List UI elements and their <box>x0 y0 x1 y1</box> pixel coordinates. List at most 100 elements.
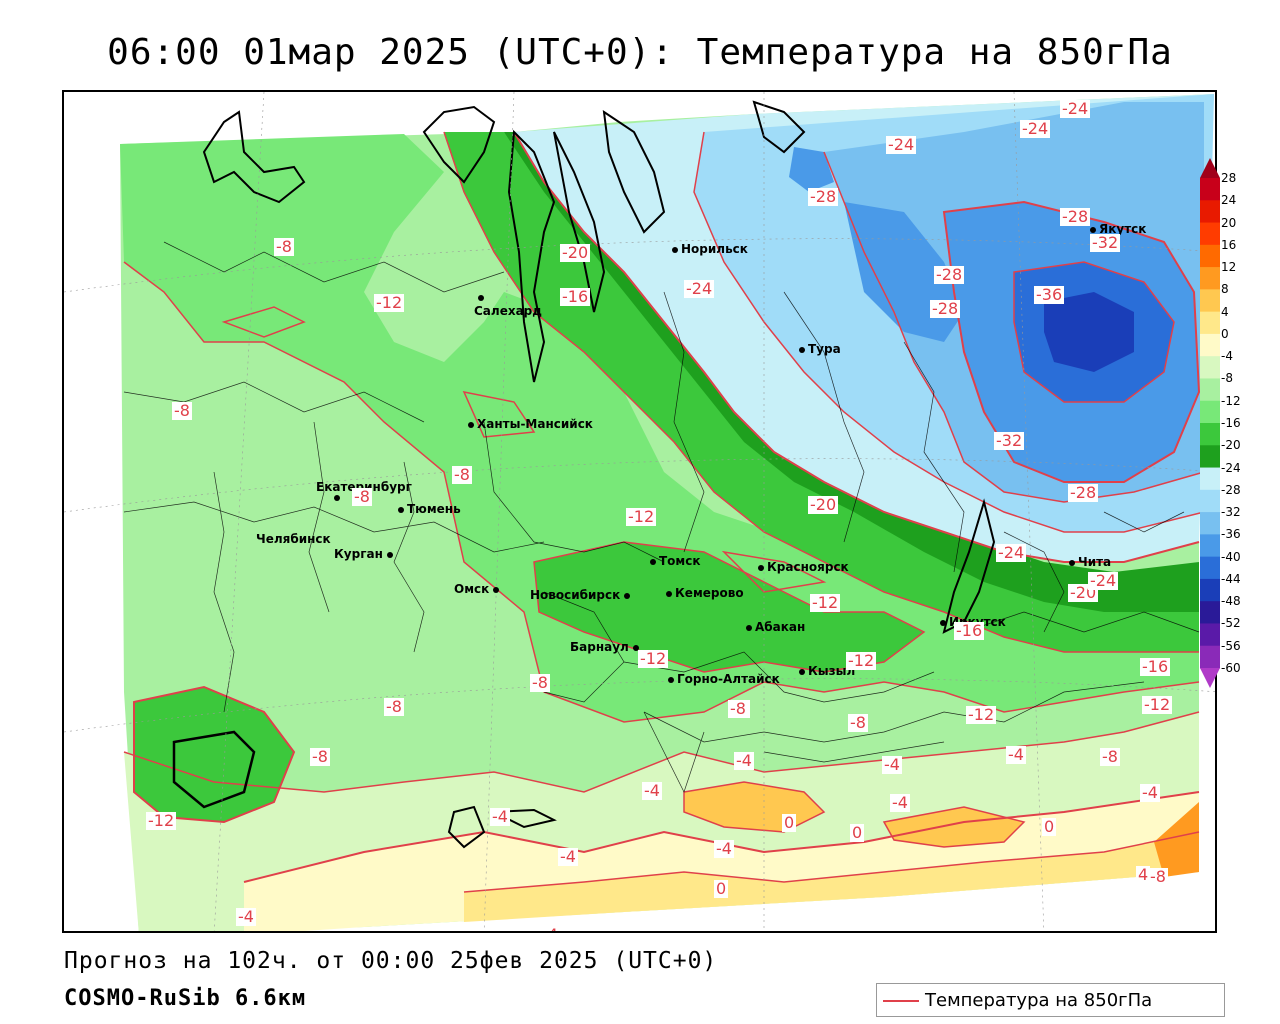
colorbar-swatch <box>1200 623 1220 647</box>
contour-label: -12 <box>846 651 877 670</box>
colorbar-swatch <box>1200 512 1220 535</box>
contour-label: -8 <box>452 465 472 484</box>
colorbar-tick-label: -24 <box>1221 460 1241 475</box>
colorbar-swatch <box>1200 333 1220 357</box>
city-label: Тюмень <box>398 502 461 516</box>
colorbar-tick-label: 28 <box>1221 171 1237 185</box>
contour-label: 0 <box>782 813 797 832</box>
contour-label: -8 <box>310 747 330 766</box>
contour-label: -24 <box>1020 119 1051 138</box>
contour-label: -16 <box>560 287 591 306</box>
contour-label: -28 <box>808 187 839 206</box>
colorbar-swatch <box>1200 200 1220 224</box>
contour-label: -4 <box>882 755 902 774</box>
city-label: Красноярск <box>758 560 849 574</box>
city-label: Тура <box>799 342 841 356</box>
contour-label: -4 <box>890 793 910 812</box>
contour-label: -12 <box>626 507 657 526</box>
contour-label: -24 <box>684 279 715 298</box>
contour-label: -8 <box>848 713 868 732</box>
city-label: Норильск <box>672 242 748 256</box>
contour-label: 4 <box>1136 865 1151 884</box>
colorbar-tick-label: 4 <box>1221 304 1229 319</box>
colorbar-swatch <box>1200 289 1220 313</box>
contour-label: -4 <box>714 839 734 858</box>
colorbar-swatch <box>1200 578 1220 602</box>
contour-label: -20 <box>560 243 591 262</box>
colorbar-bottom-arrow <box>1200 668 1220 688</box>
colorbar-swatch <box>1200 244 1220 268</box>
contour-label: -20 <box>808 495 839 514</box>
colorbar-tick-label: -12 <box>1221 393 1241 408</box>
forecast-info: Прогноз на 102ч. от 00:00 25фев 2025 (UT… <box>64 948 718 974</box>
city-label: Екатеринбург <box>316 480 412 494</box>
contour-label: -32 <box>994 431 1025 450</box>
colorbar-tick-label: -20 <box>1221 438 1241 453</box>
contour-label: 0 <box>850 823 865 842</box>
colorbar-swatch <box>1200 356 1220 379</box>
colorbar-swatch <box>1200 378 1220 402</box>
colorbar-tick-label: 0 <box>1221 326 1229 341</box>
colorbar-tick-label: 24 <box>1221 193 1237 208</box>
colorbar-tick-label: -52 <box>1221 616 1241 631</box>
colorbar <box>1200 158 1220 688</box>
colorbar-tick-label: 12 <box>1221 260 1237 275</box>
contour-label: -12 <box>810 593 841 612</box>
colorbar-swatch <box>1200 645 1220 669</box>
contour-label: -16 <box>954 621 985 640</box>
colorbar-swatch <box>1200 178 1220 201</box>
city-label: Томск <box>650 554 701 568</box>
contour-label: -12 <box>638 649 669 668</box>
contour-label: -28 <box>1060 207 1091 226</box>
contour-label: 0 <box>714 879 729 898</box>
legend-label: Температура на 850гПа <box>925 990 1153 1011</box>
contour-label: -8 <box>352 487 372 506</box>
colorbar-swatch <box>1200 311 1220 335</box>
contour-label: -28 <box>934 265 965 284</box>
city-label: Омск <box>454 582 502 596</box>
contour-label: -4 <box>642 781 662 800</box>
colorbar-tick-label: -28 <box>1221 482 1241 497</box>
colorbar-tick-label: -16 <box>1221 416 1241 430</box>
city-label: Ханты-Мансийск <box>468 417 593 431</box>
colorbar-tick-label: 20 <box>1221 215 1237 230</box>
colorbar-swatch <box>1200 601 1220 624</box>
contour-label: -4 <box>236 907 256 926</box>
contour-label: -12 <box>146 811 177 830</box>
colorbar-tick-label: -8 <box>1221 371 1233 386</box>
contour-label: -24 <box>886 135 917 154</box>
contour-label: -4 <box>558 847 578 866</box>
city-label <box>478 290 487 304</box>
contour-label: -4 <box>490 807 510 826</box>
contour-label: -4 <box>1006 745 1026 764</box>
city-label: Чита <box>1069 555 1111 569</box>
city-label: Курган <box>334 547 396 561</box>
contour-label: -36 <box>1034 285 1065 304</box>
admin-borders <box>123 241 1200 793</box>
city-label: Якутск <box>1090 222 1146 236</box>
colorbar-tick-label: -48 <box>1221 594 1241 609</box>
colorbar-tick-label: 16 <box>1221 237 1237 252</box>
coastlines <box>172 100 996 849</box>
contour-label: -4 <box>1140 783 1160 802</box>
colorbar-swatch <box>1200 534 1220 558</box>
contour-label: -4 <box>734 751 754 770</box>
contour-label: -12 <box>966 705 997 724</box>
contour-label: -28 <box>930 299 961 318</box>
contour-label: -8 <box>1100 747 1120 766</box>
contour-label: -32 <box>1090 233 1121 252</box>
graticule <box>64 92 1215 931</box>
city-label: Челябинск <box>256 532 331 546</box>
city-label: Абакан <box>746 620 805 634</box>
colorbar-tick-label: -60 <box>1221 661 1241 675</box>
contour-label: -8 <box>530 673 550 692</box>
contour-label: -24 <box>1088 571 1119 590</box>
colorbar-swatch <box>1200 489 1220 513</box>
colorbar-swatch <box>1200 467 1220 491</box>
city-label: Салехард <box>474 304 542 318</box>
city-label: Барнаул <box>570 640 642 654</box>
contour-label: -8 <box>274 237 294 256</box>
colorbar-swatch <box>1200 423 1220 446</box>
contour-label: -16 <box>1140 657 1171 676</box>
model-name: COSMO-RuSib 6.6км <box>64 986 307 1011</box>
